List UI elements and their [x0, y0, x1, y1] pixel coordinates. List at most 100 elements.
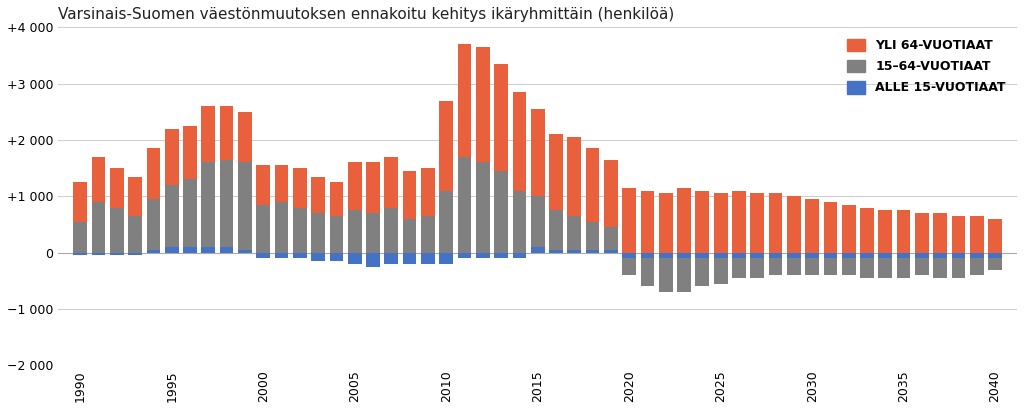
Bar — [604, 227, 617, 250]
Bar — [879, 258, 892, 278]
Bar — [586, 148, 599, 222]
Bar — [402, 253, 417, 264]
Bar — [110, 253, 124, 256]
Bar — [311, 253, 325, 261]
Bar — [530, 109, 545, 196]
Bar — [623, 188, 636, 253]
Bar — [641, 258, 654, 286]
Bar — [805, 258, 819, 275]
Bar — [330, 253, 343, 261]
Bar — [348, 162, 361, 210]
Bar — [658, 193, 673, 253]
Bar — [714, 253, 727, 258]
Bar — [915, 253, 929, 258]
Bar — [421, 216, 435, 253]
Bar — [842, 205, 856, 253]
Bar — [128, 253, 142, 256]
Bar — [769, 193, 782, 253]
Bar — [165, 247, 178, 253]
Bar — [658, 253, 673, 258]
Bar — [860, 258, 873, 278]
Bar — [951, 216, 966, 253]
Bar — [787, 196, 801, 253]
Bar — [202, 247, 215, 253]
Bar — [165, 129, 178, 185]
Bar — [567, 137, 582, 216]
Bar — [421, 168, 435, 216]
Bar — [202, 106, 215, 162]
Bar — [513, 253, 526, 258]
Bar — [677, 253, 691, 258]
Bar — [842, 253, 856, 258]
Bar — [951, 253, 966, 258]
Bar — [751, 253, 764, 258]
Bar — [933, 253, 947, 258]
Bar — [220, 106, 233, 160]
Bar — [367, 253, 380, 267]
Bar — [183, 126, 197, 180]
Bar — [476, 253, 489, 258]
Bar — [623, 258, 636, 275]
Bar — [439, 101, 453, 191]
Bar — [183, 180, 197, 247]
Bar — [384, 207, 398, 253]
Bar — [695, 258, 710, 286]
Bar — [970, 258, 984, 275]
Bar — [274, 165, 289, 202]
Bar — [348, 210, 361, 253]
Bar — [513, 92, 526, 191]
Bar — [92, 157, 105, 202]
Bar — [567, 250, 582, 253]
Bar — [860, 253, 873, 258]
Bar — [402, 171, 417, 219]
Bar — [677, 188, 691, 253]
Bar — [842, 258, 856, 275]
Bar — [293, 253, 306, 258]
Bar — [951, 258, 966, 278]
Bar — [458, 253, 471, 258]
Bar — [146, 250, 161, 253]
Bar — [732, 258, 745, 278]
Bar — [714, 258, 727, 283]
Bar — [695, 253, 710, 258]
Bar — [348, 253, 361, 264]
Bar — [238, 250, 252, 253]
Bar — [274, 202, 289, 253]
Bar — [769, 253, 782, 258]
Bar — [586, 250, 599, 253]
Bar — [128, 216, 142, 253]
Bar — [146, 199, 161, 250]
Bar — [165, 185, 178, 247]
Bar — [567, 216, 582, 250]
Bar — [549, 210, 563, 250]
Bar — [74, 182, 87, 222]
Bar — [330, 182, 343, 216]
Bar — [805, 199, 819, 253]
Bar — [439, 253, 453, 264]
Bar — [933, 213, 947, 253]
Bar — [860, 207, 873, 253]
Bar — [823, 202, 838, 253]
Bar — [74, 222, 87, 253]
Bar — [110, 168, 124, 207]
Text: Varsinais-Suomen väestönmuutoksen ennakoitu kehitys ikäryhmittäin (henkilöä): Varsinais-Suomen väestönmuutoksen ennako… — [58, 7, 675, 22]
Bar — [128, 177, 142, 216]
Bar — [915, 258, 929, 275]
Bar — [787, 258, 801, 275]
Bar — [146, 148, 161, 199]
Bar — [805, 253, 819, 258]
Bar — [183, 247, 197, 253]
Bar — [238, 162, 252, 250]
Bar — [879, 253, 892, 258]
Bar — [549, 250, 563, 253]
Bar — [92, 202, 105, 253]
Bar — [658, 258, 673, 292]
Bar — [970, 216, 984, 253]
Bar — [513, 191, 526, 253]
Bar — [384, 253, 398, 264]
Bar — [74, 253, 87, 256]
Bar — [495, 171, 508, 253]
Bar — [988, 258, 1001, 270]
Bar — [238, 112, 252, 162]
Bar — [897, 210, 910, 253]
